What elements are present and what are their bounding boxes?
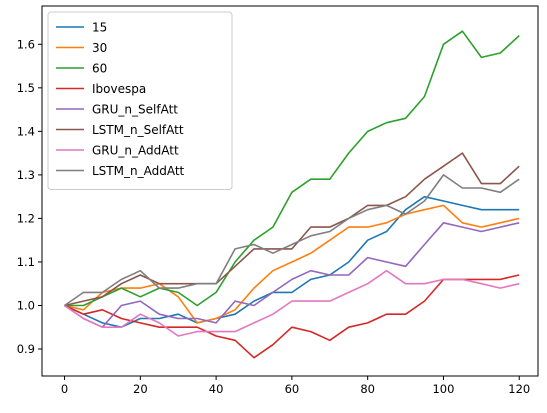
y-tick-label: 1.5 (17, 81, 35, 95)
legend-label: LSTM_n_AddAtt (92, 164, 185, 178)
x-tick-label: 20 (133, 382, 148, 396)
x-tick-label: 40 (209, 382, 224, 396)
legend-label: 60 (92, 62, 107, 76)
y-tick-label: 1.4 (17, 124, 35, 138)
y-tick-label: 1.0 (17, 298, 35, 312)
legend-label: 30 (92, 41, 107, 55)
legend-label: 15 (92, 21, 107, 35)
legend-label: GRU_n_AddAtt (92, 144, 179, 158)
series-line-5 (64, 152, 520, 307)
legend-label: GRU_n_SelfAtt (92, 103, 178, 117)
series-line-1 (64, 204, 520, 324)
series-line-2 (64, 30, 520, 307)
y-tick-label: 1.2 (17, 211, 35, 225)
legend-label: Ibovespa (92, 82, 146, 96)
series-line-4 (64, 222, 520, 329)
plot-frame (41, 5, 539, 377)
y-axis-ticks: 0.9 1.0 1.1 1.2 1.3 1.4 1.5 1.6 (17, 37, 42, 356)
x-tick-label: 60 (285, 382, 300, 396)
series-line-7 (64, 174, 520, 307)
legend: 15 30 60 Ibovespa GRU_n_SelfAtt LSTM_n_SelfAt… (47, 11, 233, 190)
y-tick-label: 0.9 (17, 342, 35, 356)
x-tick-label: 80 (360, 382, 375, 396)
y-tick-label: 1.6 (17, 37, 35, 51)
y-tick-label: 1.3 (17, 168, 35, 182)
series-lines (64, 30, 520, 359)
series-line-6 (64, 269, 520, 337)
x-tick-label: 100 (432, 382, 454, 396)
legend-label: LSTM_n_SelfAtt (92, 123, 184, 137)
legend-frame (47, 11, 233, 190)
x-tick-label: 0 (61, 382, 68, 396)
x-axis-ticks: 0 20 40 60 80 100 120 (61, 376, 530, 396)
y-tick-label: 1.1 (17, 255, 35, 269)
series-line-0 (64, 195, 520, 329)
x-tick-label: 120 (508, 382, 530, 396)
